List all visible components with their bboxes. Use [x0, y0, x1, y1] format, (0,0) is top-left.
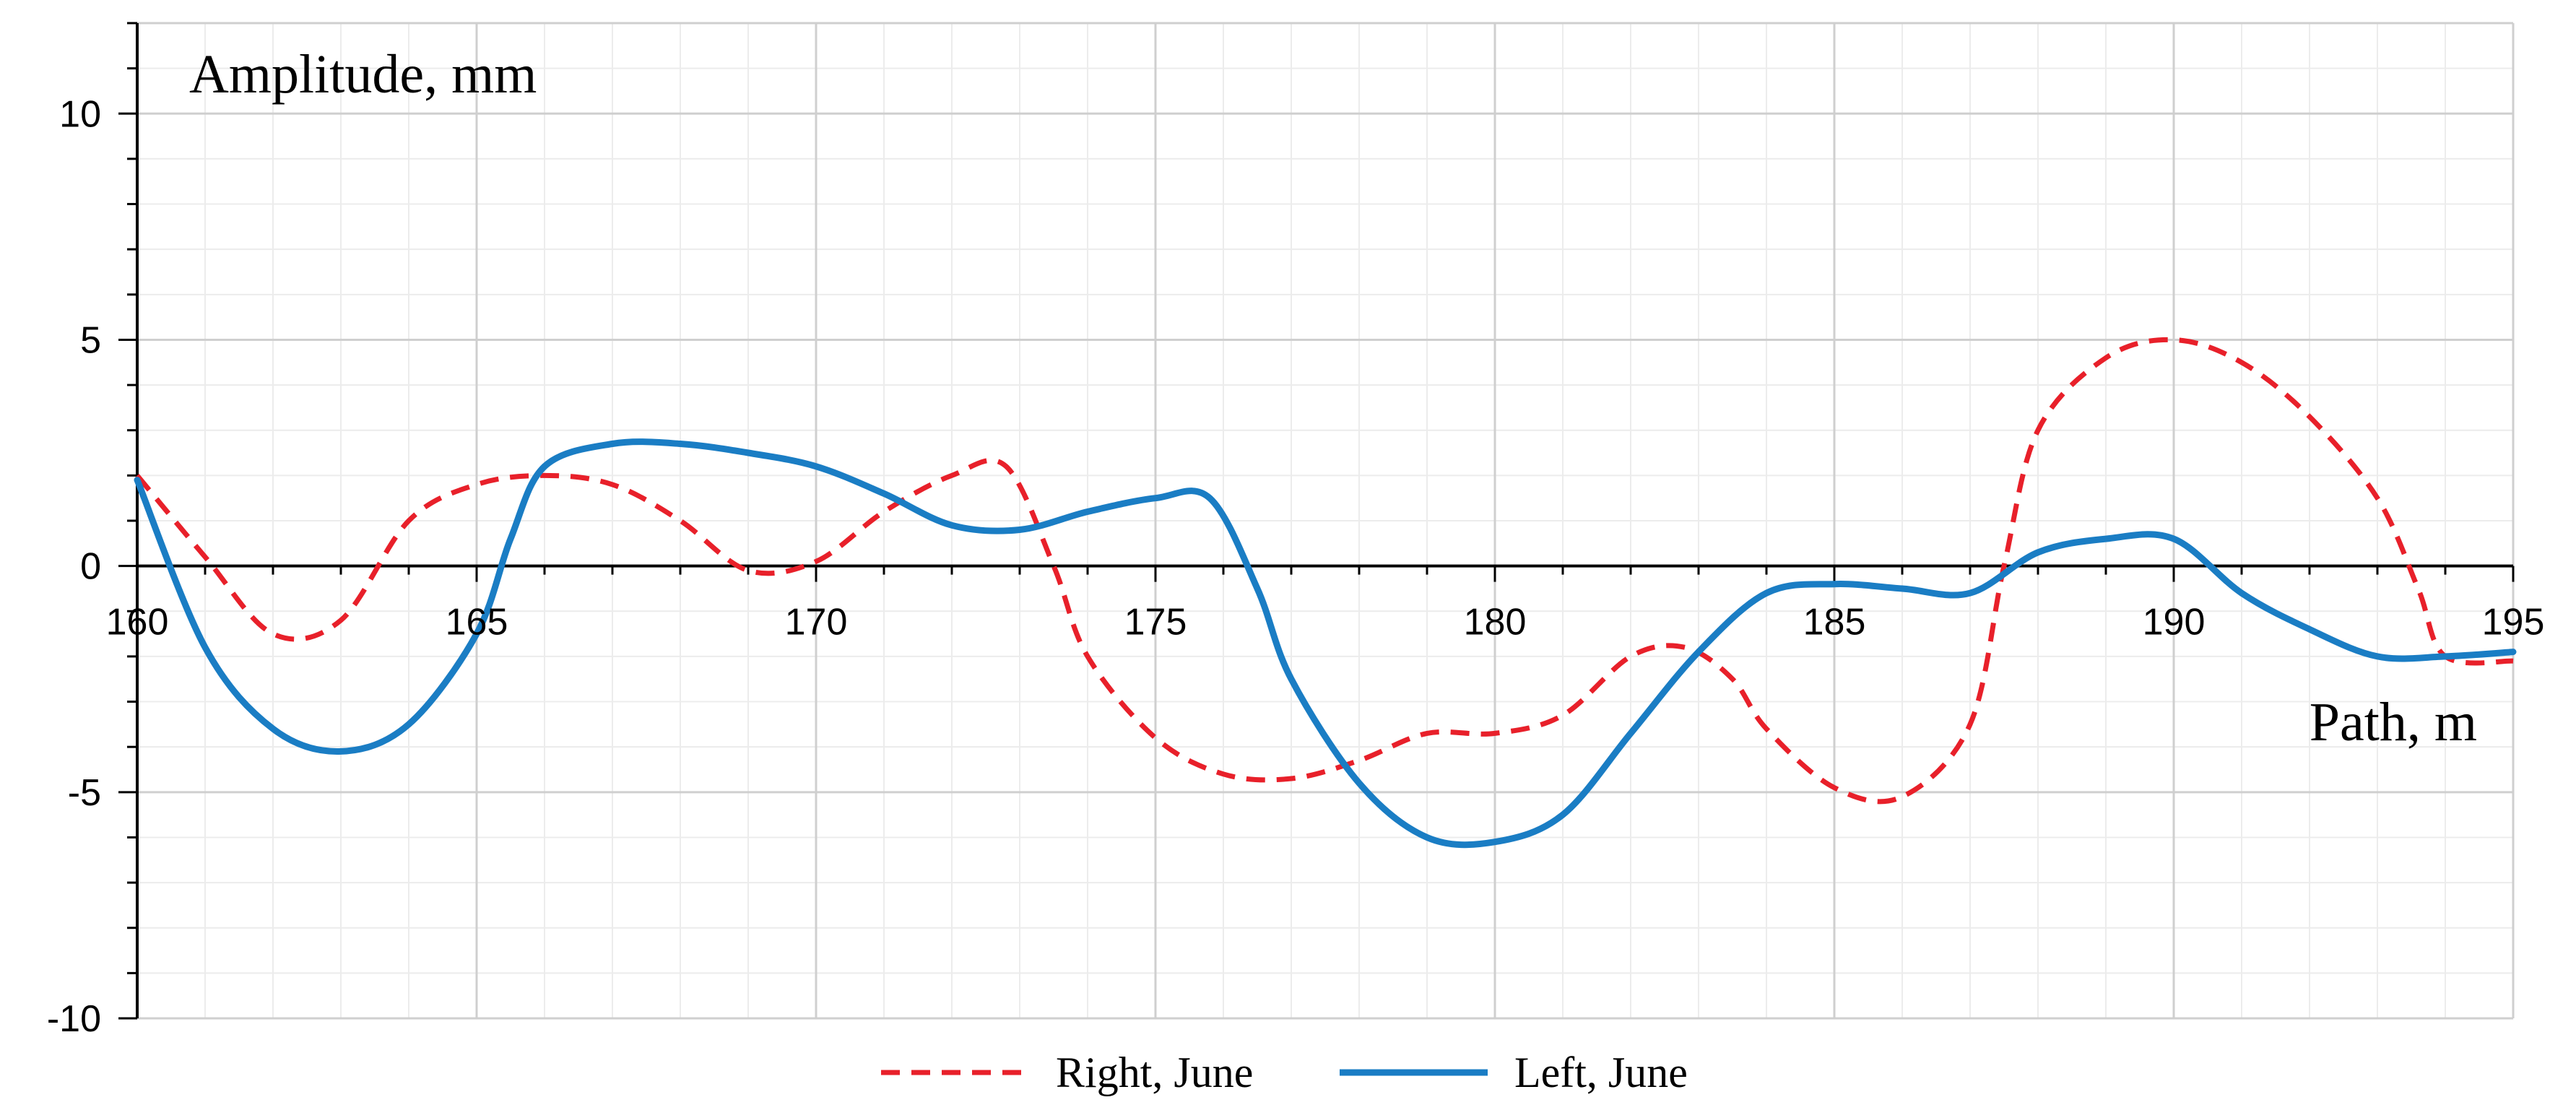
tick-labels: -10 -5 0 5 10 160 165 170 175 180 185 190 195 — [47, 93, 2545, 1040]
x-tick-label: 165 — [446, 602, 508, 644]
y-tick-label: -10 — [47, 998, 101, 1040]
minor-gridlines — [137, 22, 2513, 1018]
legend-label-left-june: Left, June — [1514, 1049, 1688, 1096]
series-layer — [134, 337, 2517, 849]
legend-label-right-june: Right, June — [1056, 1049, 1253, 1096]
series-line-right-june — [135, 337, 2514, 805]
plot-border — [137, 22, 2515, 1018]
x-tick-label: 175 — [1124, 602, 1187, 644]
x-tick-label: 170 — [785, 602, 848, 644]
x-tick-label: 180 — [1464, 602, 1527, 644]
x-tick-label: 185 — [1803, 602, 1866, 644]
y-axis-title: Amplitude, mm — [189, 44, 537, 105]
y-tick-label: 5 — [80, 319, 101, 361]
x-tick-label: 160 — [106, 602, 169, 644]
legend: Right, June Left, June — [881, 1049, 1688, 1096]
y-tick-label: 10 — [59, 93, 101, 135]
y-tick-label: 0 — [80, 546, 101, 588]
y-tick-label: -5 — [68, 772, 101, 814]
x-tick-label: 195 — [2482, 602, 2545, 644]
series-line-left-june — [134, 438, 2517, 849]
axes — [118, 22, 2515, 1020]
x-axis-title: Path, m — [2310, 692, 2477, 753]
x-tick-label: 190 — [2143, 602, 2206, 644]
